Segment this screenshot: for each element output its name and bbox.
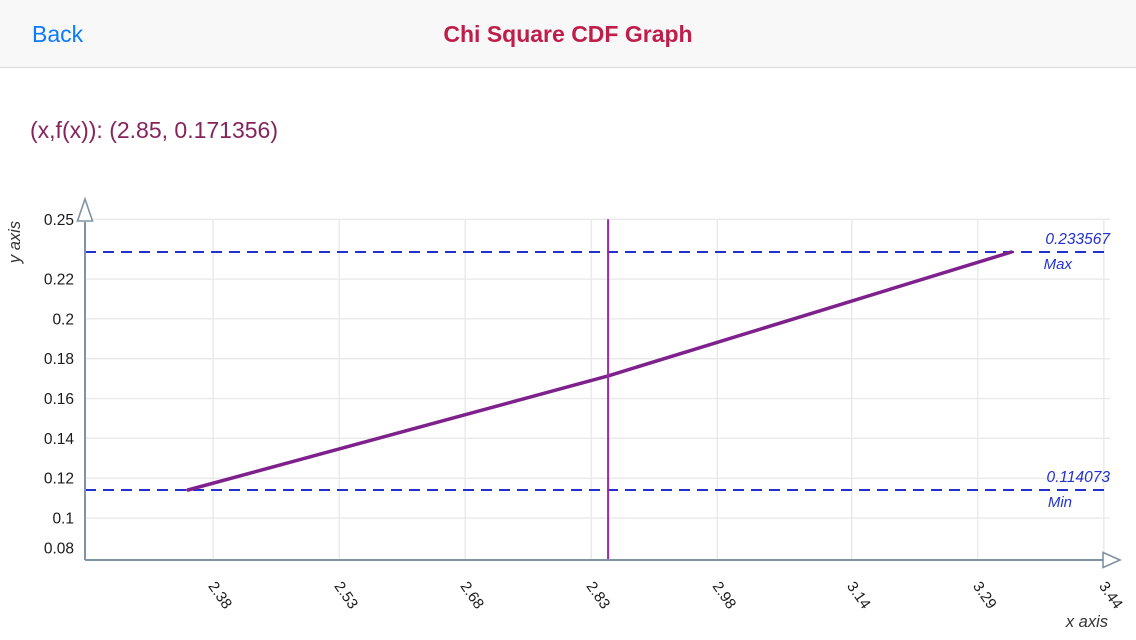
y-tick-label: 0.1 xyxy=(52,511,74,528)
x-axis-title: x axis xyxy=(1065,613,1108,631)
nav-bar: Back Chi Square CDF Graph xyxy=(0,0,1136,68)
x-axis-arrow-icon xyxy=(1102,551,1122,569)
x-tick-label: 3.29 xyxy=(969,579,1000,613)
y-tick-label: 0.16 xyxy=(44,391,74,408)
y-tick-label: 0.08 xyxy=(44,541,74,558)
y-axis-title: y axis xyxy=(6,221,24,264)
y-tick-label: 0.12 xyxy=(44,471,74,488)
cdf-line xyxy=(186,250,1014,492)
y-tick-label: 0.25 xyxy=(44,212,74,229)
x-tick-label: 2.83 xyxy=(583,579,614,613)
y-tick-label: 0.14 xyxy=(44,431,75,448)
y-tick-label: 0.22 xyxy=(44,272,74,289)
y-tick-label: 0.18 xyxy=(44,351,74,368)
y-axis-arrow-icon xyxy=(76,196,94,222)
x-tick-label: 3.44 xyxy=(1095,579,1126,613)
x-tick-label: 2.53 xyxy=(331,579,362,613)
page-title: Chi Square CDF Graph xyxy=(443,21,693,47)
back-button[interactable]: Back xyxy=(32,0,83,68)
max-label: Max xyxy=(1044,256,1073,273)
coordinate-readout: (x,f(x)): (2.85, 0.171356) xyxy=(30,117,278,143)
y-tick-label: 0.2 xyxy=(52,311,74,328)
min-value-label: 0.114073 xyxy=(1047,469,1111,486)
x-tick-label: 2.98 xyxy=(709,579,740,613)
max-value-label: 0.233567 xyxy=(1045,231,1111,248)
chart-svg[interactable]: 0.25 0.22 0.2 0.18 0.16 0.14 0.12 0.1 0.08 2.38 2.… xyxy=(0,190,1136,640)
chart[interactable]: 0.25 0.22 0.2 0.18 0.16 0.14 0.12 0.1 0.08 2.38 2.… xyxy=(0,190,1136,640)
x-tick-label: 2.68 xyxy=(457,579,488,613)
min-label: Min xyxy=(1048,494,1072,511)
x-tick-label: 2.38 xyxy=(204,579,235,613)
x-tick-label: 3.14 xyxy=(843,579,874,613)
